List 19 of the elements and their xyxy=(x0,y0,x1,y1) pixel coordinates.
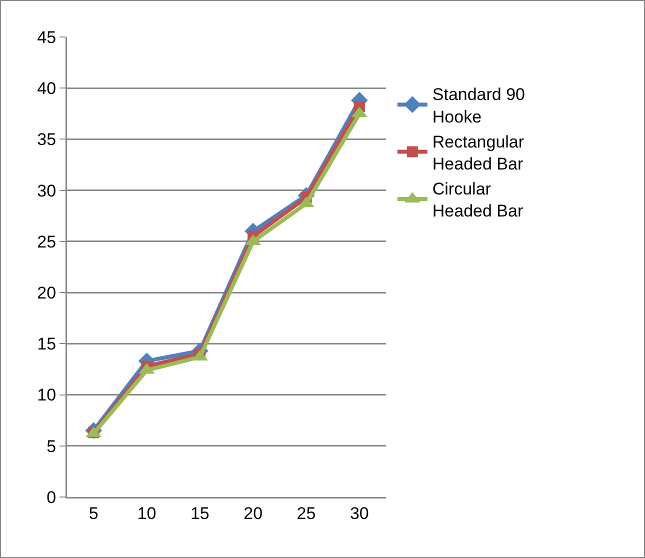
y-tick-label: 30 xyxy=(37,181,56,200)
x-tick-label: 30 xyxy=(350,504,369,523)
y-tick-label: 20 xyxy=(37,284,56,303)
y-tick-label: 45 xyxy=(37,28,56,47)
x-tick-label: 20 xyxy=(244,504,263,523)
x-tick-label: 5 xyxy=(88,504,98,523)
y-tick-label: 15 xyxy=(37,334,56,354)
legend-label: Standard 90 Hooke xyxy=(432,85,526,126)
x-tick-label: 25 xyxy=(296,504,316,523)
y-tick-label: 25 xyxy=(37,232,56,252)
y-tick-label: 35 xyxy=(37,130,56,150)
y-tick-label: 40 xyxy=(37,79,56,98)
y-tick-label: 5 xyxy=(46,436,56,456)
legend-label: Rectangular Headed Bar xyxy=(432,132,524,174)
x-tick-label: 10 xyxy=(137,504,156,523)
y-tick-label: 10 xyxy=(37,386,56,405)
y-tick-label: 0 xyxy=(46,488,56,507)
x-tick-label: 15 xyxy=(190,504,210,523)
legend-label: Circular Headed Bar xyxy=(432,180,524,221)
